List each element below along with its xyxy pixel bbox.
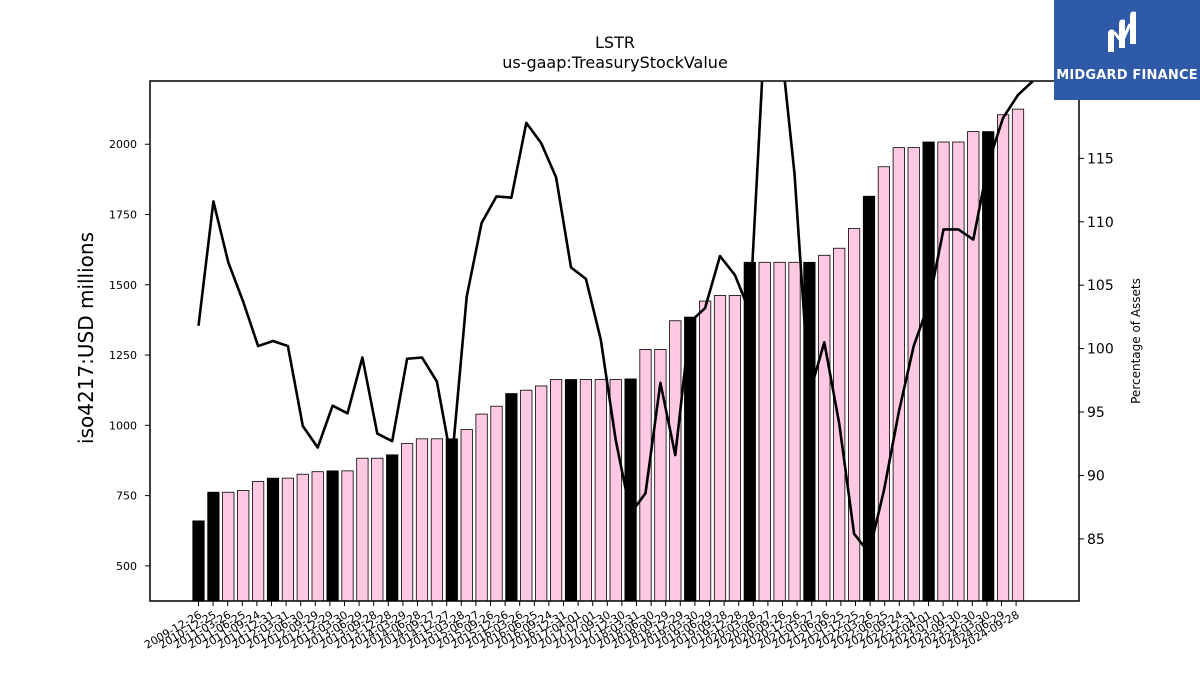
bar bbox=[922, 141, 935, 601]
left-tick-label: 1750 bbox=[109, 209, 137, 222]
bar bbox=[281, 477, 295, 601]
bar bbox=[505, 393, 518, 601]
bar bbox=[386, 454, 399, 601]
chart-subtitle: us-gaap:TreasuryStockValue bbox=[502, 53, 728, 72]
logo-text: MIDGARD FINANCE bbox=[1056, 68, 1198, 83]
bar bbox=[684, 316, 697, 601]
bars-layer bbox=[192, 108, 1025, 601]
right-axis-label: Percentage of Assets bbox=[1129, 278, 1143, 404]
bar bbox=[475, 413, 488, 601]
left-tick-label: 750 bbox=[116, 490, 137, 503]
right-tick-label: 105 bbox=[1087, 278, 1114, 294]
bar bbox=[788, 261, 801, 601]
plot-frame bbox=[149, 80, 1080, 602]
left-axis-label: iso4217:USD millions bbox=[74, 232, 98, 444]
bar bbox=[758, 261, 771, 601]
bar bbox=[818, 254, 831, 601]
bar bbox=[296, 473, 309, 601]
logo-mark-icon bbox=[1108, 11, 1136, 52]
bar bbox=[550, 379, 563, 601]
bar bbox=[326, 470, 339, 601]
bar bbox=[430, 438, 444, 601]
bar bbox=[356, 457, 369, 601]
left-tick-label: 1500 bbox=[109, 279, 137, 292]
bar bbox=[415, 438, 429, 601]
bar bbox=[937, 141, 950, 601]
axes-layer: 500 750 1000 1250 1500 1750 2000 85 90 95 100 105 11… bbox=[109, 80, 1114, 652]
bar bbox=[848, 228, 861, 601]
chart-title: LSTR bbox=[595, 33, 635, 52]
right-tick-label: 100 bbox=[1087, 342, 1114, 358]
bar bbox=[460, 429, 473, 601]
line-layer bbox=[197, 81, 1034, 555]
bar bbox=[371, 457, 384, 601]
bar bbox=[207, 491, 220, 601]
bar bbox=[982, 131, 995, 601]
bar bbox=[892, 147, 905, 601]
bar bbox=[877, 166, 891, 601]
bar bbox=[192, 520, 205, 601]
logo: MIDGARD FINANCE bbox=[1054, 0, 1200, 100]
bar bbox=[773, 261, 786, 601]
bar bbox=[997, 114, 1010, 601]
bar bbox=[862, 195, 876, 601]
left-tick-label: 1250 bbox=[109, 349, 137, 362]
right-tick-label: 90 bbox=[1087, 468, 1105, 484]
bar bbox=[579, 379, 593, 601]
bar bbox=[1011, 108, 1025, 601]
bar bbox=[311, 471, 324, 601]
bar bbox=[490, 405, 503, 601]
bar bbox=[445, 438, 458, 601]
left-tick-label: 2000 bbox=[109, 138, 137, 151]
bar bbox=[564, 379, 578, 601]
bar bbox=[222, 491, 235, 601]
bar bbox=[743, 261, 756, 601]
bar bbox=[400, 443, 414, 601]
bar bbox=[341, 470, 354, 601]
bar bbox=[952, 141, 965, 601]
bar bbox=[699, 300, 712, 601]
bar bbox=[237, 490, 250, 601]
bar bbox=[639, 349, 652, 601]
bar bbox=[535, 385, 548, 601]
line-series bbox=[197, 81, 1034, 555]
bar bbox=[266, 477, 280, 601]
left-tick-label: 500 bbox=[116, 560, 137, 573]
bar bbox=[728, 295, 742, 601]
left-tick-label: 1000 bbox=[109, 419, 137, 432]
bar bbox=[967, 131, 980, 601]
bar bbox=[594, 379, 607, 601]
bar bbox=[520, 389, 533, 601]
bar bbox=[713, 295, 727, 601]
bar bbox=[803, 261, 816, 601]
bar bbox=[251, 481, 265, 601]
right-tick-label: 110 bbox=[1087, 215, 1114, 231]
bar bbox=[654, 349, 667, 601]
bar bbox=[609, 379, 622, 601]
bar bbox=[669, 320, 682, 601]
bar bbox=[907, 147, 920, 601]
right-tick-label: 95 bbox=[1087, 405, 1105, 421]
right-tick-label: 85 bbox=[1087, 532, 1105, 548]
right-tick-label: 115 bbox=[1087, 151, 1114, 167]
